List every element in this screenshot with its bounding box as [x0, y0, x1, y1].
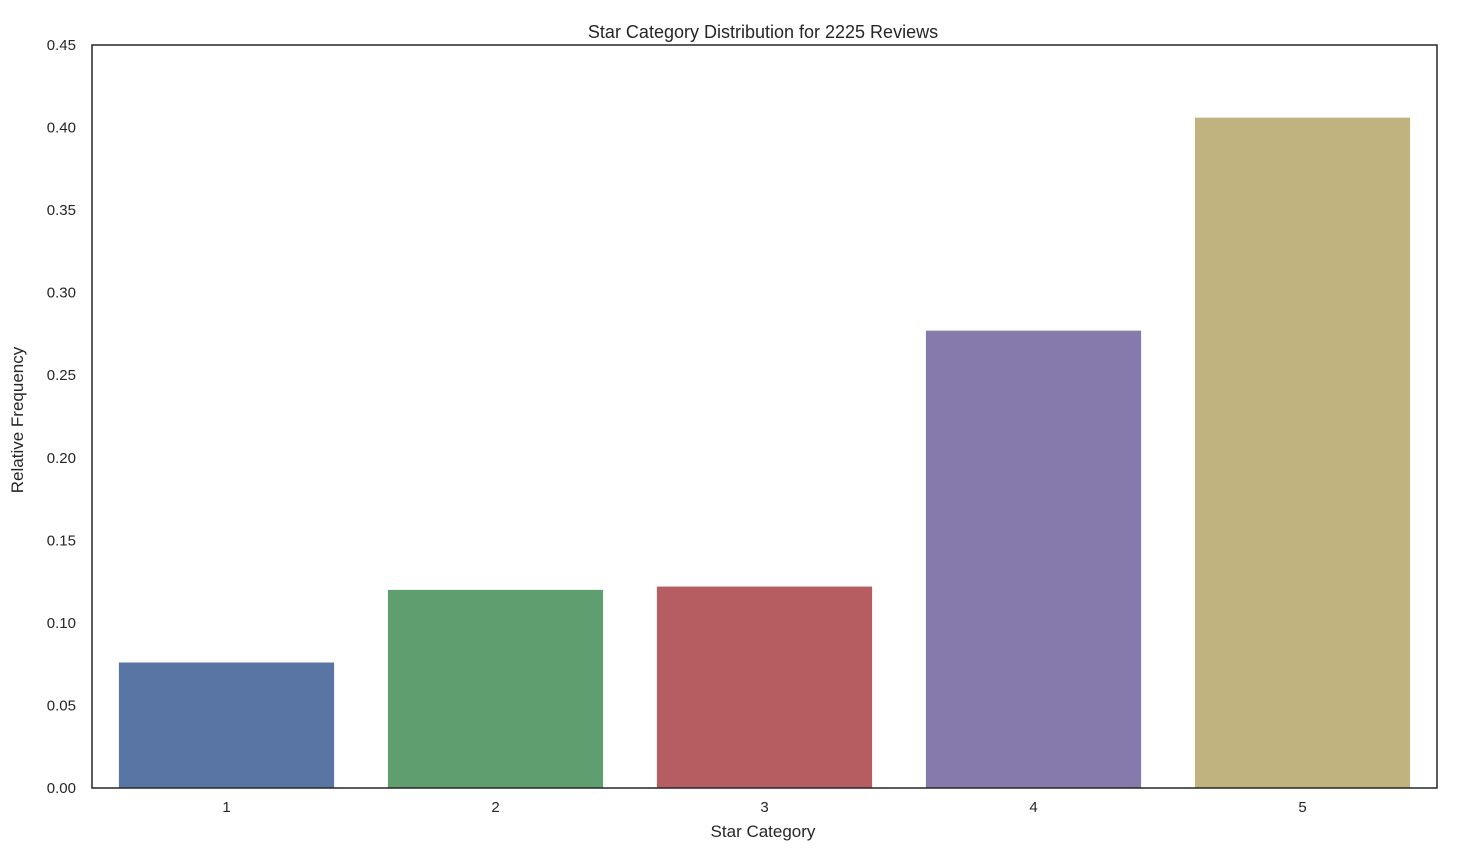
bar-3	[656, 586, 873, 788]
x-axis-ticks: 1 2 3 4 5	[222, 799, 1306, 816]
chart-title: Star Category Distribution for 2225 Revi…	[588, 22, 938, 42]
bar-5	[1194, 117, 1411, 788]
plot-frame	[91, 44, 1438, 789]
bar-4	[925, 330, 1142, 788]
y-axis-label: Relative Frequency	[8, 346, 27, 493]
bar-1	[118, 662, 335, 788]
x-tick-label-4: 4	[1029, 799, 1037, 816]
y-tick-label-0.40: 0.40	[47, 120, 76, 137]
y-axis-ticks: 0.00 0.05 0.10 0.15 0.20 0.25 0.30 0.35 0.40 0.45	[47, 37, 76, 797]
x-axis-label: Star Category	[711, 822, 816, 841]
y-tick-label-0.35: 0.35	[47, 202, 76, 219]
x-tick-label-5: 5	[1298, 799, 1306, 816]
y-tick-label-0.45: 0.45	[47, 37, 76, 54]
x-tick-label-1: 1	[222, 799, 230, 816]
bars-layer	[118, 117, 1411, 788]
y-tick-label-0.15: 0.15	[47, 532, 76, 549]
y-tick-label-0.20: 0.20	[47, 450, 76, 467]
y-tick-label-0.00: 0.00	[47, 780, 76, 797]
y-tick-label-0.25: 0.25	[47, 367, 76, 384]
y-tick-label-0.10: 0.10	[47, 615, 76, 632]
x-tick-label-3: 3	[760, 799, 768, 816]
y-tick-label-0.30: 0.30	[47, 285, 76, 302]
y-tick-label-0.05: 0.05	[47, 697, 76, 714]
x-tick-label-2: 2	[491, 799, 499, 816]
bar-2	[387, 589, 604, 788]
